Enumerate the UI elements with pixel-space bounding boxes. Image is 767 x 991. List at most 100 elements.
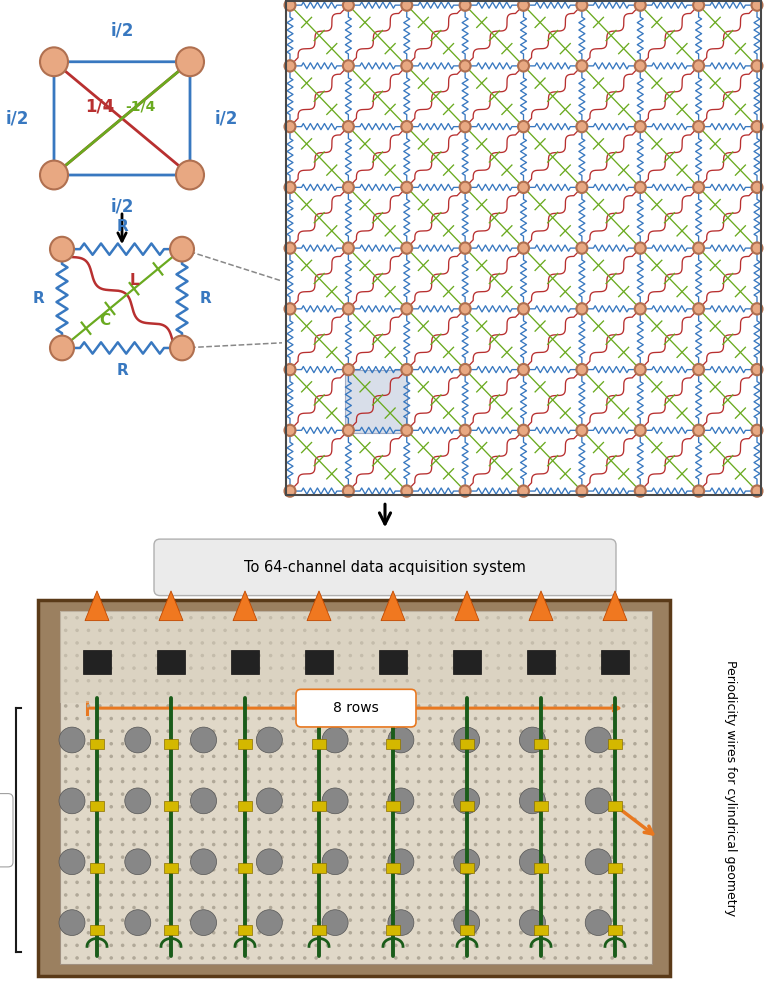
- Circle shape: [416, 780, 420, 783]
- Circle shape: [246, 666, 249, 670]
- Circle shape: [622, 906, 625, 910]
- Circle shape: [588, 666, 591, 670]
- Circle shape: [143, 641, 147, 645]
- Circle shape: [371, 830, 375, 833]
- Circle shape: [75, 666, 79, 670]
- Circle shape: [554, 729, 557, 733]
- Circle shape: [635, 364, 646, 376]
- Circle shape: [644, 679, 648, 683]
- Circle shape: [303, 881, 307, 884]
- Circle shape: [693, 425, 704, 436]
- Circle shape: [474, 641, 477, 645]
- Circle shape: [337, 716, 341, 720]
- Circle shape: [542, 654, 545, 657]
- Circle shape: [439, 830, 443, 833]
- Circle shape: [576, 641, 580, 645]
- Circle shape: [360, 868, 364, 871]
- Bar: [312, 863, 326, 873]
- Circle shape: [599, 679, 603, 683]
- Circle shape: [576, 666, 580, 670]
- Circle shape: [256, 727, 282, 753]
- Circle shape: [110, 793, 113, 796]
- Circle shape: [155, 906, 159, 910]
- Circle shape: [132, 654, 136, 657]
- Circle shape: [268, 830, 272, 833]
- Bar: [534, 863, 548, 873]
- Circle shape: [121, 716, 124, 720]
- Circle shape: [258, 855, 261, 859]
- Circle shape: [588, 742, 591, 745]
- Circle shape: [178, 956, 181, 959]
- Circle shape: [463, 705, 466, 708]
- Circle shape: [474, 893, 477, 897]
- Circle shape: [314, 881, 318, 884]
- Circle shape: [485, 666, 489, 670]
- Circle shape: [314, 805, 318, 809]
- Circle shape: [64, 830, 67, 833]
- Circle shape: [75, 881, 79, 884]
- Circle shape: [599, 919, 603, 922]
- Circle shape: [223, 805, 227, 809]
- Circle shape: [178, 842, 181, 846]
- Circle shape: [644, 868, 648, 871]
- Circle shape: [565, 742, 568, 745]
- Circle shape: [406, 754, 409, 758]
- Circle shape: [178, 679, 181, 683]
- Circle shape: [291, 742, 295, 745]
- Circle shape: [326, 705, 329, 708]
- Circle shape: [508, 742, 512, 745]
- Circle shape: [314, 767, 318, 771]
- Circle shape: [235, 780, 239, 783]
- Circle shape: [143, 742, 147, 745]
- Circle shape: [576, 654, 580, 657]
- Circle shape: [496, 767, 500, 771]
- Circle shape: [565, 943, 568, 947]
- Circle shape: [87, 616, 91, 619]
- Circle shape: [87, 931, 91, 935]
- Circle shape: [485, 943, 489, 947]
- Circle shape: [212, 654, 216, 657]
- Circle shape: [155, 641, 159, 645]
- Circle shape: [599, 793, 603, 796]
- Circle shape: [223, 767, 227, 771]
- Circle shape: [644, 906, 648, 910]
- Circle shape: [383, 729, 387, 733]
- Circle shape: [258, 842, 261, 846]
- Circle shape: [291, 855, 295, 859]
- Circle shape: [75, 692, 79, 695]
- Circle shape: [474, 943, 477, 947]
- Circle shape: [576, 616, 580, 619]
- Circle shape: [326, 805, 329, 809]
- Circle shape: [531, 641, 535, 645]
- Circle shape: [348, 830, 352, 833]
- Circle shape: [693, 0, 704, 11]
- Circle shape: [383, 931, 387, 935]
- Circle shape: [337, 943, 341, 947]
- Circle shape: [64, 692, 67, 695]
- Circle shape: [189, 705, 193, 708]
- Circle shape: [280, 818, 284, 822]
- Circle shape: [633, 956, 637, 959]
- Circle shape: [360, 931, 364, 935]
- Circle shape: [337, 956, 341, 959]
- Circle shape: [394, 906, 397, 910]
- Circle shape: [59, 788, 85, 814]
- Circle shape: [98, 754, 102, 758]
- Circle shape: [635, 425, 646, 436]
- Circle shape: [64, 654, 67, 657]
- Circle shape: [166, 842, 170, 846]
- Circle shape: [531, 729, 535, 733]
- Circle shape: [394, 742, 397, 745]
- Circle shape: [268, 842, 272, 846]
- Circle shape: [485, 729, 489, 733]
- Circle shape: [518, 60, 529, 71]
- Circle shape: [235, 767, 239, 771]
- Circle shape: [565, 641, 568, 645]
- Circle shape: [285, 364, 295, 376]
- Circle shape: [519, 716, 523, 720]
- Circle shape: [439, 956, 443, 959]
- Circle shape: [542, 881, 545, 884]
- Circle shape: [508, 654, 512, 657]
- Circle shape: [343, 303, 354, 314]
- Circle shape: [64, 716, 67, 720]
